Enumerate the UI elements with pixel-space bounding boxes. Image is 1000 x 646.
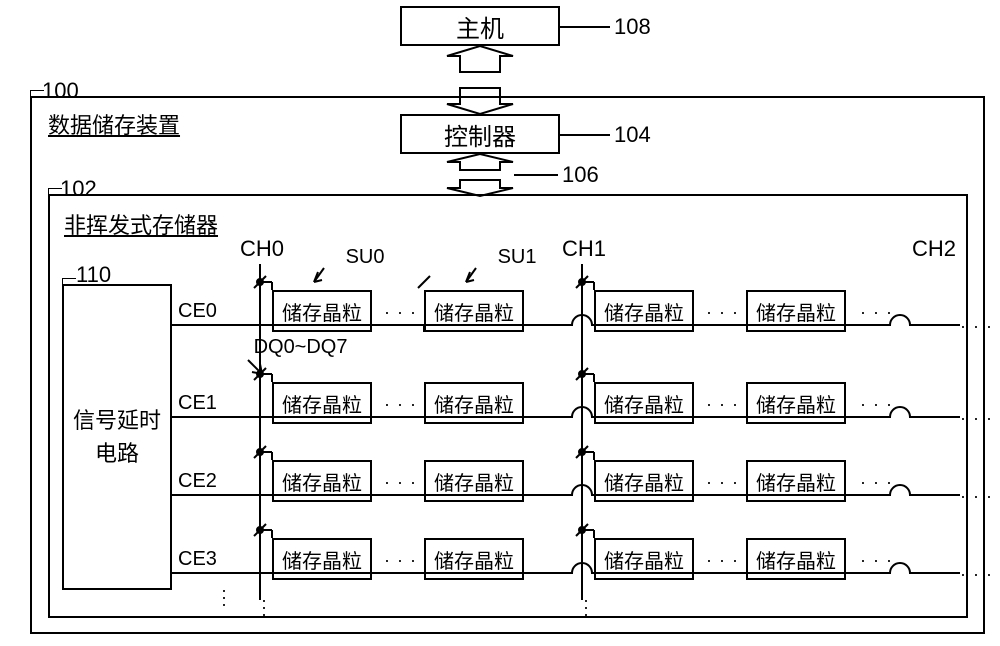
ce1-line [172,416,222,418]
ce2-line [172,494,222,496]
die-r2-c0: 储存晶粒 [272,460,372,502]
lead-104 [560,134,610,136]
lead-106 [514,174,558,176]
ce3-label: CE3 [178,548,217,571]
arrow-ctrl-102 [447,154,513,196]
dq-label: DQ0~DQ7 [228,336,348,359]
hdots-r0-b: · · · [706,302,739,323]
host-label: 主机 [456,9,504,44]
ce2-label: CE2 [178,470,217,493]
ce0-line [172,324,222,326]
die-r1-c1: 储存晶粒 [424,382,524,424]
host-box: 主机 [400,6,560,46]
dq-text: DQ0~DQ7 [254,336,348,358]
ch1-label: CH1 [562,236,606,262]
ce0-label: CE0 [178,300,217,323]
hdots-r0-c: · · · [860,302,893,323]
die-r3-c1: 储存晶粒 [424,538,524,580]
die-r0-c0: 储存晶粒 [272,290,372,332]
hdots-r2-b: · · · [706,472,739,493]
delay-line2: 电路 [95,437,139,470]
label-102: 非挥发式存储器 [64,208,218,240]
hdots-r2-a: · · · [384,472,417,493]
hdots-r1-b: · · · [706,394,739,415]
corner-100 [30,90,44,104]
die-r3-c3: 储存晶粒 [746,538,846,580]
die-r1-c3: 储存晶粒 [746,382,846,424]
corner-102 [48,188,62,202]
rdots-r1: · · · [960,408,993,429]
corner-110 [62,278,76,292]
lead-108 [560,26,610,28]
ref-100: 100 [42,78,79,104]
ref-104: 104 [614,122,651,148]
hdots-r0-a: · · · [384,302,417,323]
rdots-r0: · · · [960,316,993,337]
label-100: 数据储存装置 [48,108,180,140]
su1-text: SU1 [498,246,537,268]
ref-110: 110 [76,262,111,288]
hdots-r3-a: · · · [384,550,417,571]
die-r0-c3: 储存晶粒 [746,290,846,332]
controller-box: 控制器 [400,114,560,154]
hdots-r1-c: · · · [860,394,893,415]
controller-label: 控制器 [444,117,516,152]
ch2-label: CH2 [912,236,956,262]
vdots-ch1: ··· [576,598,597,619]
die-r2-c1: 储存晶粒 [424,460,524,502]
ref-106: 106 [562,162,599,188]
ref-102: 102 [60,176,97,202]
die-r3-c2: 储存晶粒 [594,538,694,580]
ce1-label: CE1 [178,392,217,415]
die-r0-c2: 储存晶粒 [594,290,694,332]
die-r2-c2: 储存晶粒 [594,460,694,502]
hdots-r1-a: · · · [384,394,417,415]
die-r0-c1: 储存晶粒 [424,290,524,332]
die-r1-c2: 储存晶粒 [594,382,694,424]
su0-label: SU0 [320,246,384,269]
ce3-line [172,572,222,574]
die-r3-c0: 储存晶粒 [272,538,372,580]
vdots-ce: ··· [214,588,235,609]
ch1-vline [581,264,583,600]
su0-text: SU0 [346,246,385,268]
vdots-ch0: ··· [254,598,275,619]
rdots-r2: · · · [960,486,993,507]
hdots-r2-c: · · · [860,472,893,493]
delay-line1: 信号延时 [73,404,161,437]
su1-label: SU1 [472,246,536,269]
die-r2-c3: 储存晶粒 [746,460,846,502]
ref-108: 108 [614,14,651,40]
ch0-vline [259,264,261,600]
delay-circuit-box: 信号延时 电路 [62,284,172,590]
hdots-r3-c: · · · [860,550,893,571]
ch0-label: CH0 [240,236,284,262]
die-r1-c0: 储存晶粒 [272,382,372,424]
hdots-r3-b: · · · [706,550,739,571]
rdots-r3: · · · [960,564,993,585]
